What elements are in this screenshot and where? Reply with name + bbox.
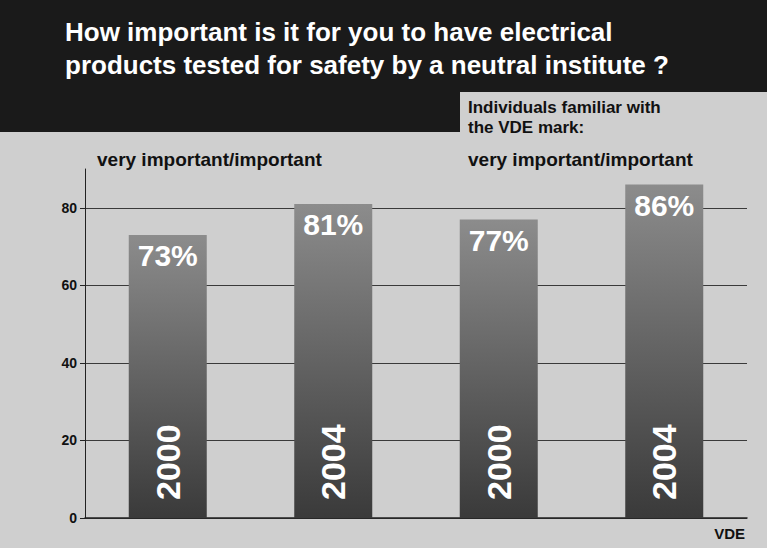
svg-text:20: 20	[61, 432, 77, 448]
svg-text:77%: 77%	[469, 224, 529, 257]
svg-text:2004: 2004	[314, 424, 352, 500]
svg-text:73%: 73%	[138, 239, 198, 272]
svg-text:How important is it for you to: How important is it for you to have elec…	[65, 17, 620, 47]
svg-text:2000: 2000	[480, 424, 518, 500]
svg-text:0: 0	[69, 510, 77, 526]
svg-text:86%: 86%	[634, 189, 694, 222]
svg-text:2000: 2000	[149, 424, 187, 500]
svg-text:very important/important: very important/important	[468, 149, 694, 170]
svg-text:Individuals familiar with: Individuals familiar with	[468, 98, 665, 117]
svg-text:very important/important: very important/important	[97, 149, 323, 170]
svg-text:80: 80	[61, 200, 77, 216]
svg-text:products tested for safety by: products tested for safety by a neutral …	[65, 50, 669, 80]
svg-text:VDE: VDE	[714, 525, 745, 542]
svg-text:the VDE mark:: the VDE mark:	[468, 118, 584, 137]
svg-text:81%: 81%	[303, 208, 363, 241]
svg-text:40: 40	[61, 355, 77, 371]
svg-text:2004: 2004	[645, 424, 683, 500]
svg-text:60: 60	[61, 277, 77, 293]
